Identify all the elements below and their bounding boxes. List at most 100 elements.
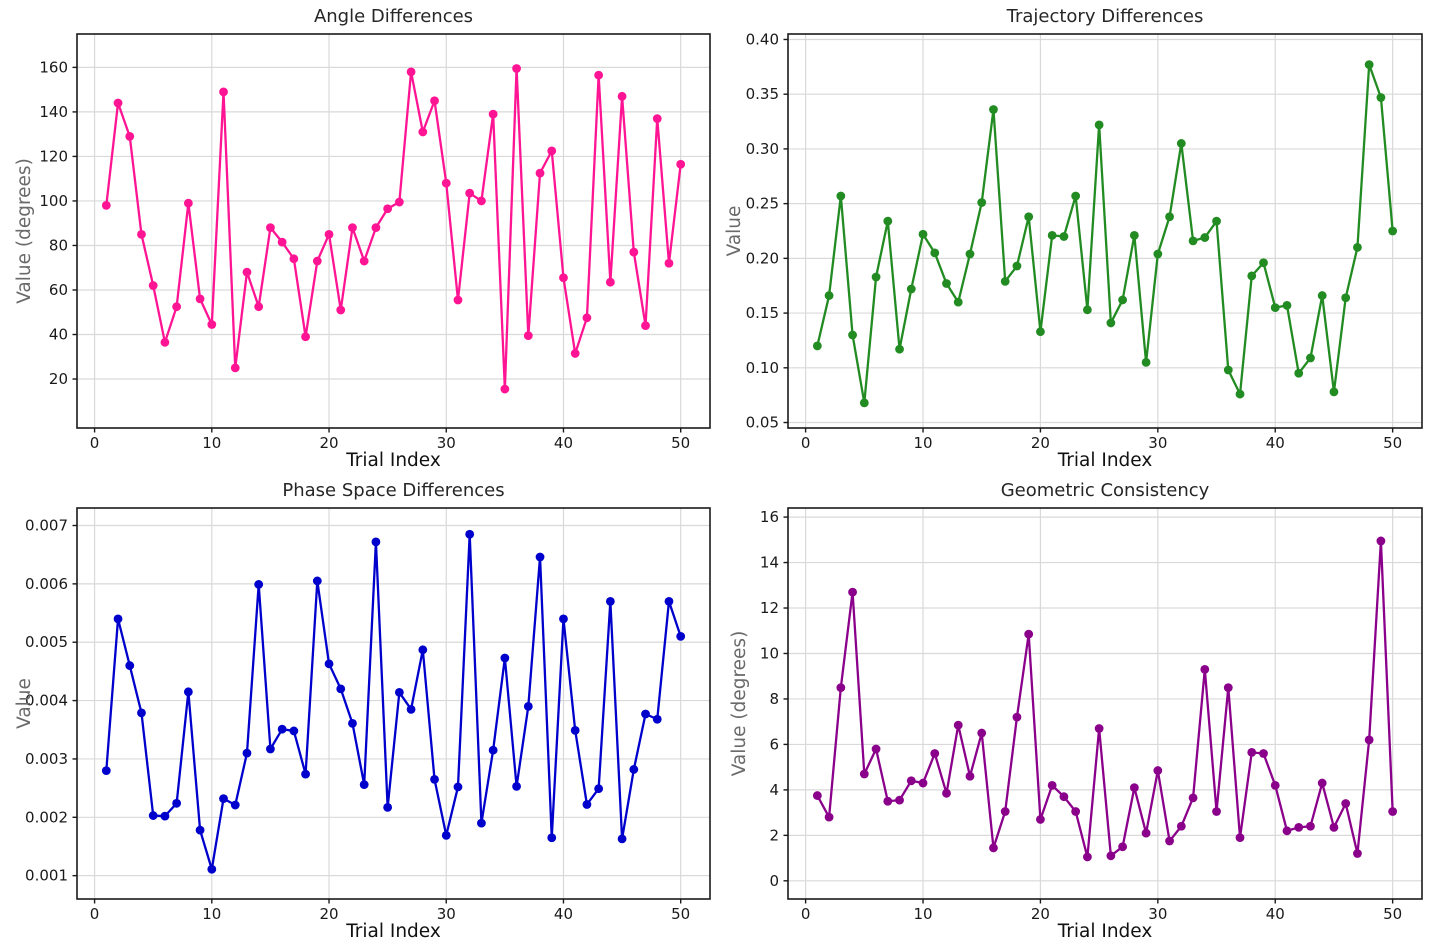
data-point-marker (1223, 683, 1233, 692)
data-point-marker (1176, 821, 1186, 831)
data-point-marker (1317, 778, 1327, 788)
data-point-marker (1153, 249, 1163, 259)
y-tick-label: 6 (769, 735, 779, 753)
data-point-marker (113, 614, 123, 624)
data-point-marker (965, 249, 975, 259)
data-point-marker (1223, 365, 1233, 375)
data-point-marker (1294, 368, 1304, 378)
data-point-marker (394, 688, 404, 697)
geometric-consistency-chart: 0 10 20 30 40 50 0 2 4 6 8 10 12 14 16 Geometric Consis… (729, 480, 1423, 942)
data-point-marker (1259, 258, 1268, 268)
data-point-marker (406, 67, 416, 77)
data-point-marker (1106, 318, 1116, 328)
data-point-marker (1047, 780, 1057, 790)
x-tick-label: 10 (913, 434, 932, 452)
data-point-marker (418, 645, 428, 655)
data-point-marker (523, 331, 533, 341)
x-tick-label: 50 (671, 905, 690, 923)
data-point-marker (1118, 295, 1128, 305)
data-point-marker (859, 398, 869, 408)
y-tick-label: 0.003 (25, 750, 68, 768)
data-point-marker (1165, 212, 1174, 222)
x-tick-label: 20 (1031, 905, 1050, 923)
data-point-marker (1012, 712, 1022, 722)
data-point-marker (500, 653, 510, 663)
x-tick-label: 40 (554, 905, 573, 923)
data-point-marker (113, 98, 123, 108)
y-tick-label: 80 (49, 236, 68, 254)
data-point-marker (254, 580, 264, 589)
data-point-marker (1329, 387, 1339, 397)
data-point-marker (895, 795, 904, 805)
data-point-marker (465, 188, 475, 198)
data-point-marker (1364, 735, 1374, 745)
data-point-marker (582, 800, 592, 809)
y-tick-label: 0.002 (25, 808, 68, 826)
data-point-marker (1141, 828, 1151, 838)
data-point-marker (289, 726, 299, 736)
data-point-marker (125, 132, 135, 141)
data-point-marker (277, 724, 287, 734)
y-tick-label: 0.10 (746, 359, 779, 377)
data-point-marker (1388, 807, 1398, 816)
data-point-marker (1071, 807, 1081, 816)
data-point-marker (559, 273, 568, 283)
data-point-marker (1141, 357, 1151, 367)
angle-differences-chart: 0 10 20 30 40 50 20 40 60 80 100 120 140 160 Angle Dif… (14, 6, 711, 471)
y-tick-label: 0.35 (746, 85, 779, 103)
data-point-marker (930, 749, 940, 758)
data-point-marker (570, 725, 580, 735)
data-point-marker (125, 661, 135, 670)
data-point-marker (101, 201, 111, 210)
x-tick-label: 50 (1383, 434, 1402, 452)
x-axis-label: Trial Index (345, 450, 441, 471)
data-point-marker (160, 337, 170, 347)
data-point-marker (953, 720, 963, 730)
y-tick-label: 0.20 (746, 249, 779, 267)
x-tick-label: 50 (671, 434, 690, 452)
y-tick-label: 0.005 (25, 633, 68, 651)
data-point-marker (906, 284, 916, 294)
y-tick-label: 2 (769, 826, 779, 844)
data-point-marker (836, 191, 846, 201)
data-point-marker (383, 802, 393, 812)
data-point-marker (1247, 747, 1257, 757)
x-tick-label: 40 (1266, 434, 1285, 452)
data-point-marker (1376, 93, 1386, 102)
data-point-marker (1024, 212, 1034, 222)
subplot-phase-space-differences: 0 10 20 30 40 50 0.001 0.002 0.003 0.004 0.005 0.00… (0, 476, 716, 952)
data-point-marker (883, 796, 893, 806)
data-point-marker (195, 825, 205, 835)
y-tick-label: 0.30 (746, 140, 779, 158)
data-point-marker (148, 811, 158, 820)
data-point-marker (812, 341, 822, 351)
data-point-marker (641, 709, 650, 719)
data-point-marker (1364, 60, 1374, 70)
y-tick-label: 0.05 (746, 414, 779, 432)
y-tick-label: 14 (760, 554, 779, 572)
data-point-marker (101, 766, 111, 776)
data-point-marker (441, 178, 451, 188)
x-tick-label: 0 (801, 434, 811, 452)
data-point-marker (676, 631, 686, 641)
data-point-marker (336, 305, 346, 315)
data-point-marker (183, 198, 193, 208)
data-point-marker (137, 708, 146, 718)
data-point-marker (812, 791, 822, 800)
data-point-marker (617, 91, 627, 101)
data-point-marker (1282, 301, 1292, 310)
data-point-marker (1165, 836, 1174, 846)
data-point-marker (836, 683, 846, 692)
data-point-marker (453, 782, 463, 792)
data-point-marker (266, 744, 275, 754)
plot-border (76, 33, 711, 429)
data-point-marker (324, 659, 334, 669)
y-tick-label: 0.007 (25, 517, 68, 535)
data-point-marker (1059, 792, 1069, 802)
data-point-marker (942, 279, 951, 288)
data-point-marker (219, 794, 228, 804)
trajectory-differences-chart: 0 10 20 30 40 50 0.05 0.10 0.15 0.20 0.25 0.30 0.35 0… (724, 6, 1423, 471)
data-point-marker (512, 64, 521, 73)
data-point-marker (1212, 216, 1221, 226)
data-point-marker (359, 780, 369, 790)
